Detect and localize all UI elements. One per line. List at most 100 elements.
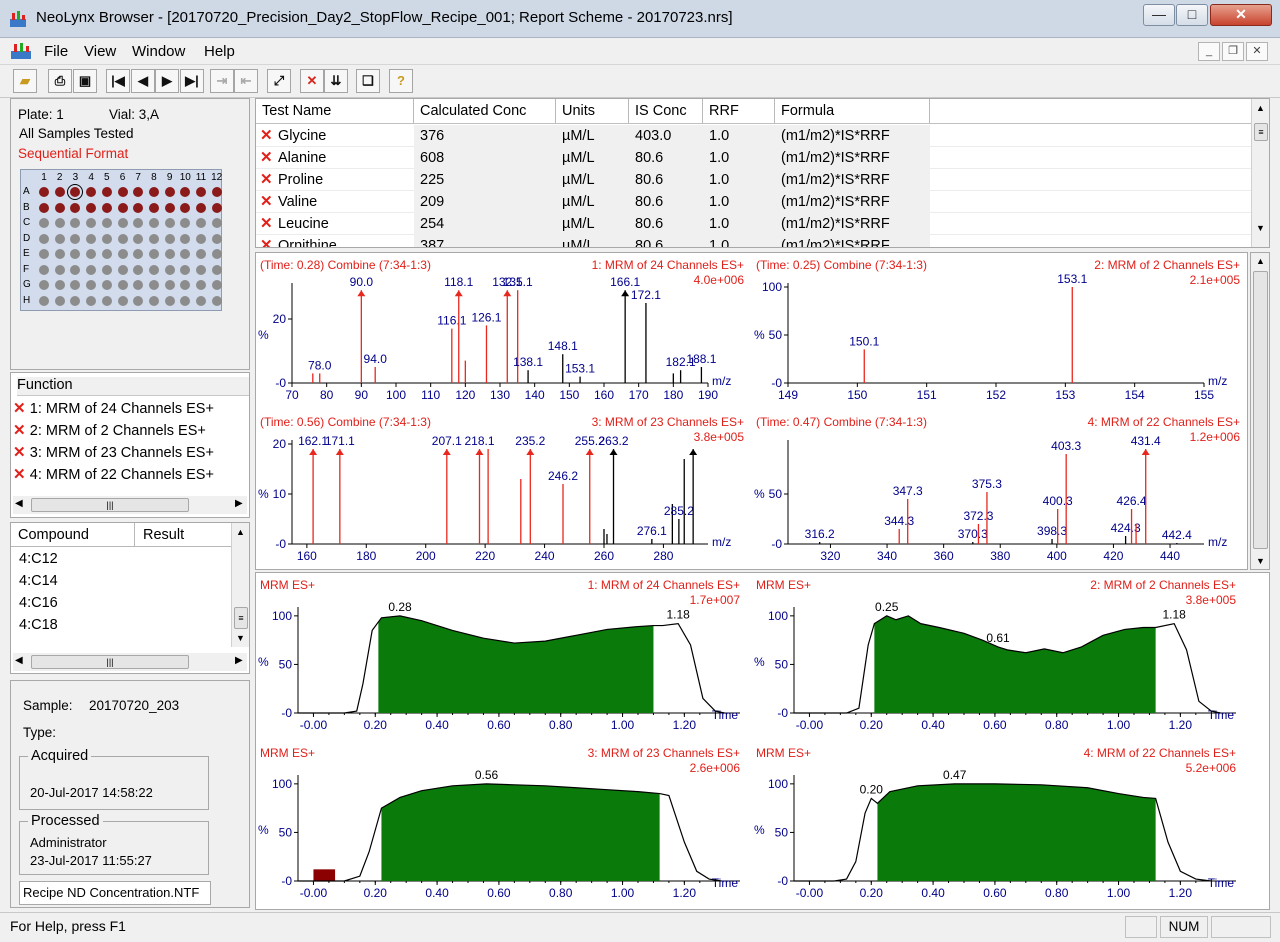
plate-well[interactable] [133, 218, 144, 228]
recipe-field[interactable]: Recipe ND Concentration.NTF [19, 881, 211, 905]
plate-well[interactable] [196, 264, 206, 275]
plate-well[interactable] [148, 280, 159, 290]
help-icon[interactable]: ? [389, 69, 413, 93]
plate-well[interactable] [180, 233, 191, 244]
table-row[interactable]: ✕ Valine 209 µM/L 80.6 1.0 (m1/m2)*IS*RRF [256, 191, 1251, 213]
import-icon[interactable]: ⇥ [210, 69, 234, 93]
compound-item[interactable]: 4:C14 [19, 573, 58, 589]
col-is-conc[interactable]: IS Conc [629, 99, 703, 123]
plate-well[interactable] [54, 249, 65, 259]
scroll-left-icon[interactable]: ◀ [15, 498, 23, 509]
plate-well[interactable] [164, 280, 175, 290]
plate-well[interactable] [211, 218, 222, 228]
spectrum-2-chart[interactable]: (Time: 0.25) Combine (7:34-1:3) 2: MRM of… [752, 253, 1248, 407]
export-icon[interactable]: ▣ [73, 69, 97, 93]
compound-vscroll[interactable]: ▲ ≡ ▼ [231, 523, 249, 647]
plate-well[interactable] [117, 218, 128, 228]
chromatogram-3-chart[interactable]: MRM ES+ 3: MRM of 23 Channels ES+2.6e+006… [256, 741, 752, 909]
plate-well[interactable] [117, 187, 128, 197]
plate-well[interactable] [117, 264, 128, 275]
chromatogram-trace[interactable] [298, 615, 725, 714]
plate-well[interactable] [133, 233, 144, 244]
plate-well[interactable] [148, 249, 159, 259]
plate-well[interactable] [70, 233, 81, 244]
plate-well[interactable] [164, 187, 175, 197]
table-row[interactable]: ✕ Alanine 608 µM/L 80.6 1.0 (m1/m2)*IS*RRF [256, 147, 1251, 169]
plate-well[interactable] [101, 187, 112, 197]
plate-well[interactable] [54, 295, 65, 306]
plate-well[interactable] [148, 187, 159, 197]
plate-well[interactable] [54, 280, 65, 290]
plate-well[interactable] [70, 295, 81, 306]
minimize-button[interactable]: — [1143, 4, 1175, 26]
chromatogram-2-chart[interactable]: MRM ES+ 2: MRM of 2 Channels ES+3.8e+005 -… [752, 573, 1248, 741]
chromatogram-trace[interactable] [794, 783, 1212, 882]
plate-well[interactable] [39, 264, 49, 275]
plate-well[interactable] [39, 249, 49, 259]
plate-well[interactable] [70, 249, 81, 259]
plate-well[interactable] [86, 280, 97, 290]
plate-well[interactable] [211, 202, 222, 213]
plate-well[interactable] [180, 187, 191, 197]
plate-well[interactable] [148, 233, 159, 244]
plate-well[interactable] [133, 264, 144, 275]
plate-well[interactable] [101, 202, 112, 213]
plate-well[interactable] [211, 249, 222, 259]
plate-well[interactable] [67, 184, 84, 200]
print-icon[interactable]: ⎙ [48, 69, 72, 93]
plate-well[interactable] [39, 280, 49, 290]
plate-well[interactable] [133, 295, 144, 306]
fit-icon[interactable]: ⤢ [267, 69, 291, 93]
plate-well[interactable] [148, 295, 159, 306]
plate-well[interactable] [54, 202, 65, 213]
col-rrf[interactable]: RRF [703, 99, 775, 123]
plate-well[interactable] [70, 218, 81, 228]
plate-well[interactable] [101, 233, 112, 244]
plate-well[interactable] [133, 202, 144, 213]
plate-well[interactable] [180, 202, 191, 213]
plate-well[interactable] [86, 249, 97, 259]
function-item[interactable]: ✕ 1: MRM of 24 Channels ES+ [13, 399, 214, 421]
compound-item[interactable]: 4:C18 [19, 617, 58, 633]
plate-well[interactable] [196, 280, 206, 290]
plate-well[interactable] [86, 218, 97, 228]
copy-icon[interactable]: ❏ [356, 69, 380, 93]
plate-well[interactable] [39, 233, 49, 244]
function-item[interactable]: ✕ 2: MRM of 2 Channels ES+ [13, 421, 206, 443]
export2-icon[interactable]: ⇤ [234, 69, 258, 93]
first-icon[interactable]: |◀ [106, 69, 130, 93]
plate-well[interactable] [164, 249, 175, 259]
compound-col-header[interactable]: Compound [11, 523, 135, 547]
compound-item[interactable]: 4:C16 [19, 595, 58, 611]
mdi-minimize-button[interactable]: _ [1198, 42, 1220, 61]
plate-well[interactable] [148, 218, 159, 228]
plate-well[interactable] [101, 295, 112, 306]
plate-well[interactable] [117, 202, 128, 213]
menu-window[interactable]: Window [132, 43, 186, 60]
plate-well[interactable] [101, 218, 112, 228]
plate-well[interactable] [117, 280, 128, 290]
function-item[interactable]: ✕ 4: MRM of 22 Channels ES+ [13, 465, 214, 487]
plate-well[interactable] [180, 218, 191, 228]
plate-well[interactable] [54, 218, 65, 228]
plate-well[interactable] [70, 280, 81, 290]
col-test-name[interactable]: Test Name [256, 99, 414, 123]
plate-well[interactable] [86, 295, 97, 306]
plate-well[interactable] [39, 187, 49, 197]
plate-well[interactable] [86, 187, 97, 197]
col-units[interactable]: Units [556, 99, 629, 123]
spectrum-1-chart[interactable]: (Time: 0.28) Combine (7:34-1:3) 1: MRM of… [256, 253, 752, 407]
filter-icon[interactable]: ⇊ [324, 69, 348, 93]
plate-well[interactable] [70, 202, 81, 213]
plate-well[interactable] [180, 264, 191, 275]
chromatogram-trace[interactable] [794, 615, 1221, 714]
scroll-thumb[interactable]: ||| [31, 498, 189, 512]
table-row[interactable]: ✕ Glycine 376 µM/L 403.0 1.0 (m1/m2)*IS*RRF [256, 125, 1251, 147]
spectrum-3-chart[interactable]: (Time: 0.56) Combine (7:34-1:3) 3: MRM of… [256, 410, 752, 568]
close-button[interactable]: ✕ [1210, 4, 1272, 26]
chromatogram-trace[interactable] [298, 783, 722, 882]
open-icon[interactable]: ▰ [13, 69, 37, 93]
function-hscroll[interactable]: ◀ ||| ▶ [13, 496, 247, 514]
plate-well[interactable] [196, 202, 206, 213]
plate-well[interactable] [211, 280, 222, 290]
